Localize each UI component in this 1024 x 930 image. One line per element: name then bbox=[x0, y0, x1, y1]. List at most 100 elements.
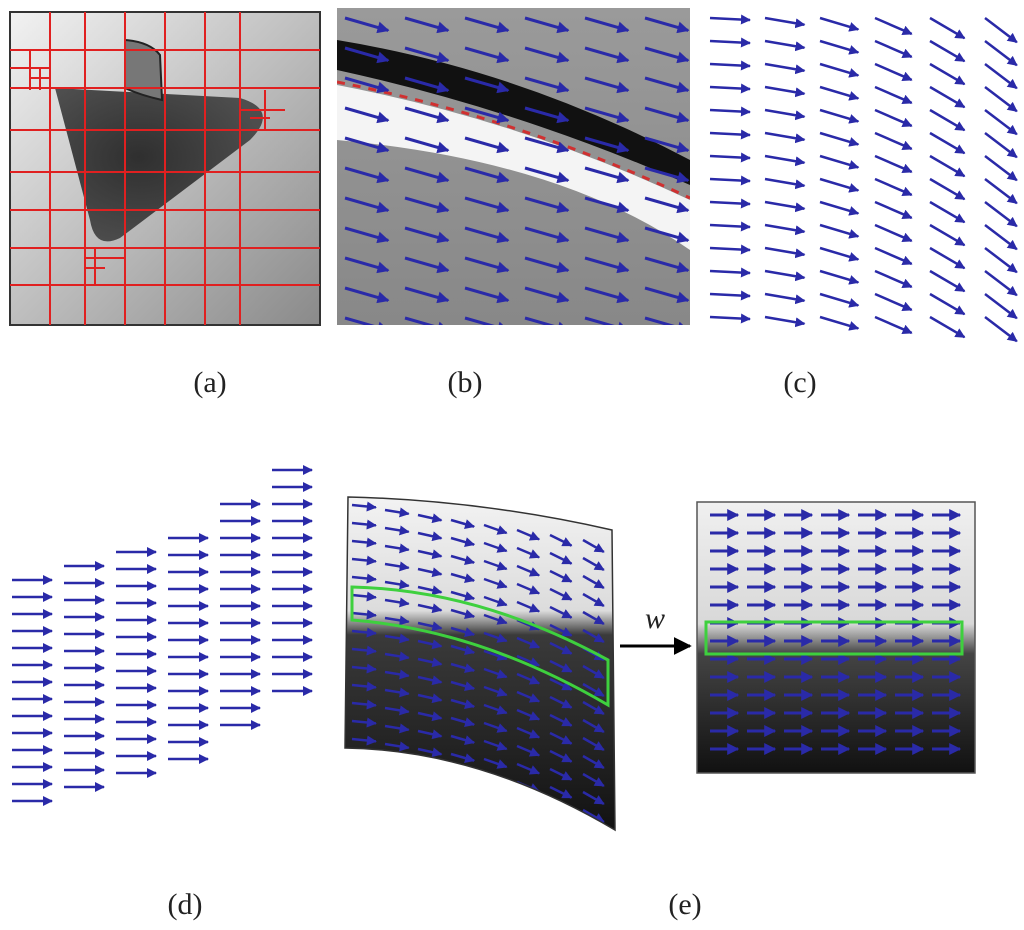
vector-arrow bbox=[874, 108, 913, 128]
vector-arrow bbox=[464, 196, 510, 214]
vector-arrow bbox=[351, 573, 377, 584]
vector-arrow bbox=[929, 315, 966, 339]
vector-arrow bbox=[516, 744, 541, 757]
vector-arrow bbox=[764, 292, 806, 305]
vector-arrow bbox=[344, 106, 390, 124]
vector-arrow bbox=[819, 85, 860, 101]
vector-arrow bbox=[384, 507, 410, 518]
vector-arrow bbox=[524, 226, 570, 244]
vector-arrow bbox=[483, 721, 508, 733]
vector-arrow bbox=[582, 664, 605, 680]
vector-arrow bbox=[483, 631, 508, 643]
vector-arrow bbox=[516, 528, 541, 541]
vector-arrow bbox=[351, 537, 377, 548]
vector-arrow bbox=[450, 608, 476, 619]
vector-arrow bbox=[819, 200, 860, 216]
vector-arrow bbox=[417, 819, 443, 830]
vector-arrow bbox=[644, 136, 690, 154]
panel-c bbox=[709, 14, 1018, 343]
vector-arrow bbox=[584, 16, 630, 34]
vector-arrow bbox=[450, 644, 476, 655]
vector-arrow bbox=[351, 519, 377, 530]
vector-arrow bbox=[764, 200, 806, 213]
vector-arrow bbox=[351, 771, 377, 782]
vector-arrow bbox=[874, 200, 913, 220]
vector-arrow bbox=[464, 16, 510, 34]
vector-arrow bbox=[384, 597, 410, 608]
vector-arrow bbox=[483, 541, 508, 553]
vector-arrow bbox=[984, 86, 1018, 113]
vector-arrow bbox=[644, 166, 690, 184]
vector-arrow bbox=[819, 177, 860, 193]
vector-arrow bbox=[644, 106, 690, 124]
vector-arrow bbox=[344, 196, 390, 214]
vector-arrow bbox=[516, 816, 541, 829]
vector-arrow bbox=[450, 518, 476, 529]
vector-arrow bbox=[483, 577, 508, 589]
vector-arrow bbox=[384, 525, 410, 536]
vector-arrow bbox=[644, 256, 690, 274]
vector-arrow bbox=[644, 76, 690, 94]
vector-arrow bbox=[384, 813, 410, 824]
vector-arrow bbox=[517, 836, 539, 845]
vector-arrow bbox=[483, 649, 508, 661]
vector-arrow bbox=[464, 226, 510, 244]
vector-arrow bbox=[583, 846, 604, 858]
vector-arrow bbox=[709, 83, 751, 94]
vector-arrow bbox=[929, 154, 966, 178]
vector-arrow bbox=[417, 747, 443, 758]
vector-arrow bbox=[644, 196, 690, 214]
vector-arrow bbox=[764, 39, 806, 52]
vector-arrow bbox=[819, 246, 860, 262]
vector-arrow bbox=[384, 579, 410, 590]
vector-arrow bbox=[549, 695, 573, 709]
vector-arrow bbox=[417, 711, 443, 722]
vector-arrow bbox=[384, 741, 410, 752]
vector-arrow bbox=[929, 223, 966, 247]
vector-arrow bbox=[404, 136, 450, 154]
vector-arrow bbox=[874, 154, 913, 174]
vector-arrow bbox=[450, 734, 476, 745]
vector-arrow bbox=[344, 316, 390, 325]
vector-arrow bbox=[709, 106, 751, 117]
vector-arrow bbox=[709, 221, 751, 232]
vector-arrow bbox=[404, 106, 450, 124]
vector-arrow bbox=[344, 76, 390, 94]
vector-arrow bbox=[450, 680, 476, 691]
vector-arrow bbox=[984, 201, 1018, 228]
vector-arrow bbox=[764, 177, 806, 190]
vector-arrow bbox=[874, 39, 913, 59]
vector-arrow bbox=[819, 108, 860, 124]
vector-arrow bbox=[584, 256, 630, 274]
vector-arrow bbox=[549, 821, 573, 830]
vector-arrow bbox=[516, 690, 541, 703]
vector-arrow bbox=[483, 523, 508, 535]
vector-arrow bbox=[549, 731, 573, 745]
vector-arrow bbox=[582, 790, 605, 806]
vector-arrow bbox=[464, 286, 510, 304]
vector-arrow bbox=[417, 621, 443, 632]
vector-arrow bbox=[417, 657, 443, 668]
vector-arrow bbox=[764, 154, 806, 167]
vector-arrow bbox=[464, 166, 510, 184]
vector-arrow bbox=[351, 789, 377, 800]
vector-arrow bbox=[450, 770, 476, 781]
vector-arrow bbox=[929, 200, 966, 224]
vector-arrow bbox=[549, 587, 573, 601]
vector-arrow bbox=[582, 826, 605, 830]
vector-arrow bbox=[384, 795, 410, 806]
vector-arrow bbox=[464, 106, 510, 124]
vector-arrow bbox=[584, 316, 630, 325]
vector-arrow bbox=[483, 829, 508, 830]
vector-arrow bbox=[764, 16, 806, 29]
vector-arrow bbox=[384, 777, 410, 788]
vector-arrow bbox=[929, 131, 966, 155]
vector-arrow bbox=[584, 106, 630, 124]
vector-arrow bbox=[819, 131, 860, 147]
vector-arrow bbox=[984, 132, 1018, 159]
vector-arrow bbox=[516, 600, 541, 613]
vector-arrow bbox=[709, 175, 751, 186]
vector-arrow bbox=[344, 256, 390, 274]
vector-arrow bbox=[524, 136, 570, 154]
vector-arrow bbox=[483, 757, 508, 769]
